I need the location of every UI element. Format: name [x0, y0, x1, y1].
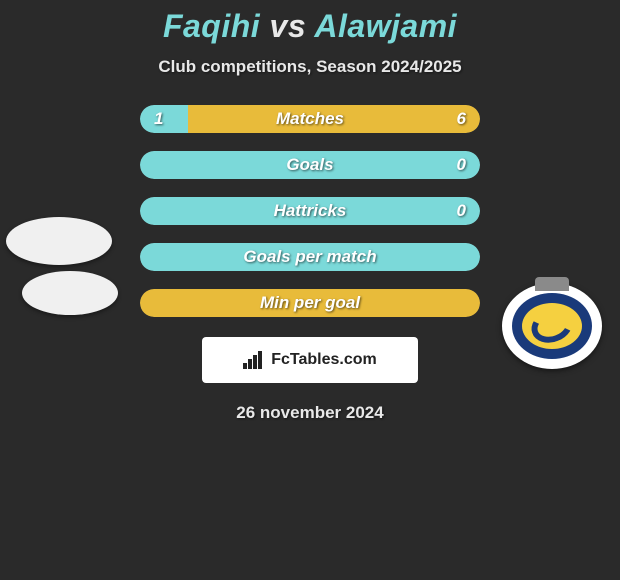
stat-value-player2: 0 [443, 151, 480, 179]
logo-text: FcTables.com [271, 351, 377, 369]
crown-icon [535, 277, 569, 291]
bar-fill-player2 [188, 105, 480, 133]
bar-fill-player1 [140, 151, 480, 179]
date-label: 26 november 2024 [0, 403, 620, 423]
player2-club-badge [502, 283, 602, 369]
badge-core [522, 303, 582, 349]
stat-value-player2: 0 [443, 197, 480, 225]
bar-fill-player2 [140, 289, 480, 317]
stat-value-player2: 6 [443, 105, 480, 133]
player1-name: Faqihi [163, 8, 260, 44]
comparison-card: Faqihi vs Alawjami Club competitions, Se… [0, 0, 620, 423]
bar-fill-player1 [140, 243, 480, 271]
stat-bar: Goals0 [140, 151, 480, 179]
stat-bar: Matches16 [140, 105, 480, 133]
player2-name: Alawjami [314, 8, 457, 44]
source-logo: FcTables.com [202, 337, 418, 383]
subtitle: Club competitions, Season 2024/2025 [0, 57, 620, 77]
vs-label: vs [270, 8, 307, 44]
bar-fill-player1 [140, 197, 480, 225]
player1-badge-2 [22, 271, 118, 315]
stat-bar: Hattricks0 [140, 197, 480, 225]
chart-area: Matches16Goals0Hattricks0Goals per match… [0, 105, 620, 423]
stat-value-player1: 1 [140, 105, 177, 133]
stat-bar: Goals per match [140, 243, 480, 271]
badge-swoosh-icon [527, 304, 577, 349]
player1-badge-1 [6, 217, 112, 265]
page-title: Faqihi vs Alawjami [0, 8, 620, 45]
logo-chart-icon [243, 351, 265, 369]
stats-bars: Matches16Goals0Hattricks0Goals per match… [140, 105, 480, 317]
stat-bar: Min per goal [140, 289, 480, 317]
